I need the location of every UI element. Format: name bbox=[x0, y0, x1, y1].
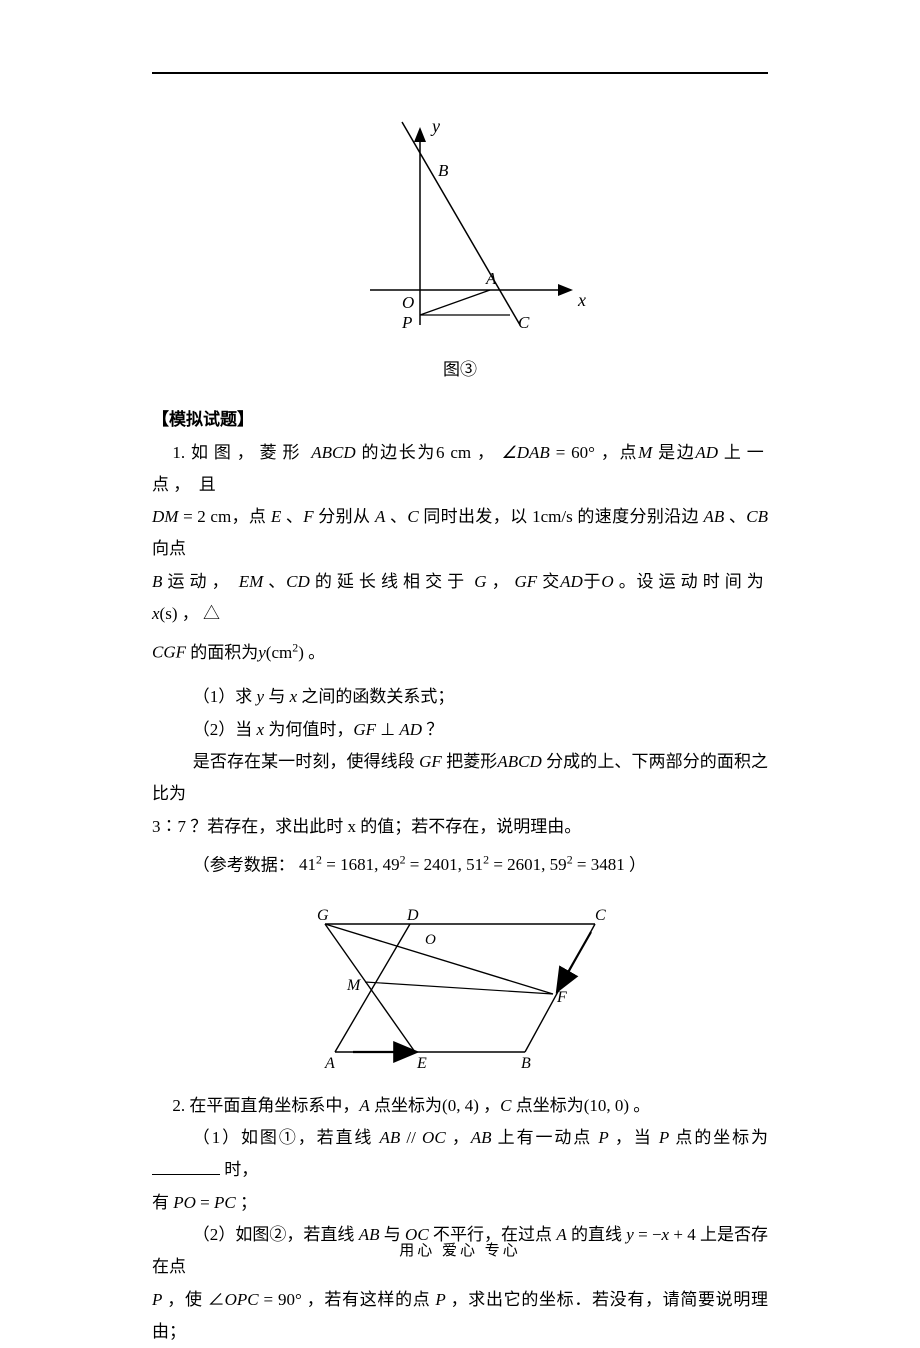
p1-num: 1. 如图，菱形 bbox=[172, 443, 311, 462]
p1-dm-eq: = 2 cm，点 E 、F 分别从 A 、C 同时出发，以 1cm/s 的速度分… bbox=[152, 507, 768, 558]
p1-l1-mid: 的边长为6 cm ， bbox=[362, 443, 496, 462]
svg-text:O: O bbox=[425, 932, 436, 948]
svg-text:B: B bbox=[438, 161, 449, 180]
p1-abcd: ABCD bbox=[311, 443, 355, 462]
figure-3-caption: 图③ bbox=[152, 354, 768, 386]
svg-text:O: O bbox=[402, 293, 414, 312]
svg-text:B: B bbox=[521, 1055, 531, 1072]
section-title: 【模拟试题】 bbox=[152, 404, 768, 436]
p2-q1-c: 有 PO = PC ； bbox=[152, 1187, 768, 1219]
svg-text:A: A bbox=[324, 1055, 335, 1072]
svg-text:C: C bbox=[518, 313, 530, 332]
svg-text:M: M bbox=[346, 977, 362, 994]
svg-text:E: E bbox=[416, 1055, 427, 1072]
ref-data: （参考数据： 412 = 1681, 492 = 2401, 512 = 260… bbox=[152, 849, 768, 882]
p1-line1: 1. 如图，菱形 ABCD 的边长为6 cm ， ∠DAB = 60° ，点M … bbox=[152, 437, 768, 502]
q1-3a: 是否存在某一时刻，使得线段 GF 把菱形ABCD 分成的上、下两部分的面积之比为 bbox=[152, 746, 768, 811]
figure-rhombus-container: G D C M O F A E B bbox=[152, 902, 768, 1072]
q1-2: （2）当 x 为何值时，GF ⊥ AD ？ bbox=[152, 714, 768, 746]
p1-l4a: 的面积为y(cm2) 。 bbox=[190, 643, 325, 662]
svg-text:F: F bbox=[556, 989, 567, 1006]
svg-text:P: P bbox=[401, 313, 412, 332]
p2-q1-b: 时， bbox=[224, 1160, 258, 1179]
p1-angle: ∠DAB bbox=[502, 443, 550, 462]
p1-cgf: CGF bbox=[152, 643, 186, 662]
ref-body: 412 = 1681, 492 = 2401, 512 = 2601, 592 … bbox=[299, 855, 625, 874]
content-area: x y B A C O P 图③ 【模拟试题】 1. 如图，菱形 ABCD 的边… bbox=[152, 90, 768, 1348]
figure-3-container: x y B A C O P 图③ bbox=[152, 110, 768, 386]
p2-q1-a: （1）如图①，若直线 AB // OC ，AB 上有一动点 P ，当 P 点的坐… bbox=[193, 1128, 768, 1147]
figure-3-svg: x y B A C O P bbox=[330, 110, 590, 350]
svg-text:A: A bbox=[485, 269, 497, 288]
page: x y B A C O P 图③ 【模拟试题】 1. 如图，菱形 ABCD 的边… bbox=[0, 0, 920, 1302]
svg-text:x: x bbox=[577, 290, 586, 310]
svg-text:C: C bbox=[595, 907, 606, 924]
p2-line1: 2. 在平面直角坐标系中，A 点坐标为(0, 4) ，C 点坐标为(10, 0)… bbox=[152, 1090, 768, 1122]
p1-line3: B 运动， EM 、CD 的延长线相交于 G ， GF 交AD于O 。设运动时间… bbox=[152, 566, 768, 631]
top-horizontal-rule bbox=[152, 72, 768, 74]
p1-dm: DM bbox=[152, 507, 178, 526]
q1-3b: 3∶7 ？若存在，求出此时 x 的值；若不存在，说明理由。 bbox=[152, 811, 768, 843]
ref-post: ） bbox=[629, 855, 646, 874]
q1-1: （1）求 y 与 x 之间的函数关系式； bbox=[152, 681, 768, 713]
figure-rhombus-svg: G D C M O F A E B bbox=[295, 902, 625, 1072]
p1-line4: CGF 的面积为y(cm2) 。 bbox=[152, 636, 768, 669]
svg-text:D: D bbox=[406, 907, 419, 924]
p1-angle-eq: = 60° bbox=[556, 443, 595, 462]
p2-q2-b: P ，使 ∠OPC = 90° ，若有这样的点 P ，求出它的坐标．若没有，请简… bbox=[152, 1284, 768, 1348]
p1-line2: DM = 2 cm，点 E 、F 分别从 A 、C 同时出发，以 1cm/s 的… bbox=[152, 501, 768, 566]
p1-l3: B 运动， EM 、CD 的延长线相交于 G ， GF 交AD于O 。设运动时间… bbox=[152, 572, 768, 623]
p2-q1-line: （1）如图①，若直线 AB // OC ，AB 上有一动点 P ，当 P 点的坐… bbox=[152, 1122, 768, 1187]
page-footer: 用心 爱心 专心 bbox=[0, 1239, 920, 1260]
ref-pre: （参考数据： bbox=[193, 855, 295, 874]
svg-text:y: y bbox=[430, 116, 440, 136]
svg-text:G: G bbox=[317, 907, 329, 924]
fill-in-blank[interactable] bbox=[152, 1157, 220, 1175]
